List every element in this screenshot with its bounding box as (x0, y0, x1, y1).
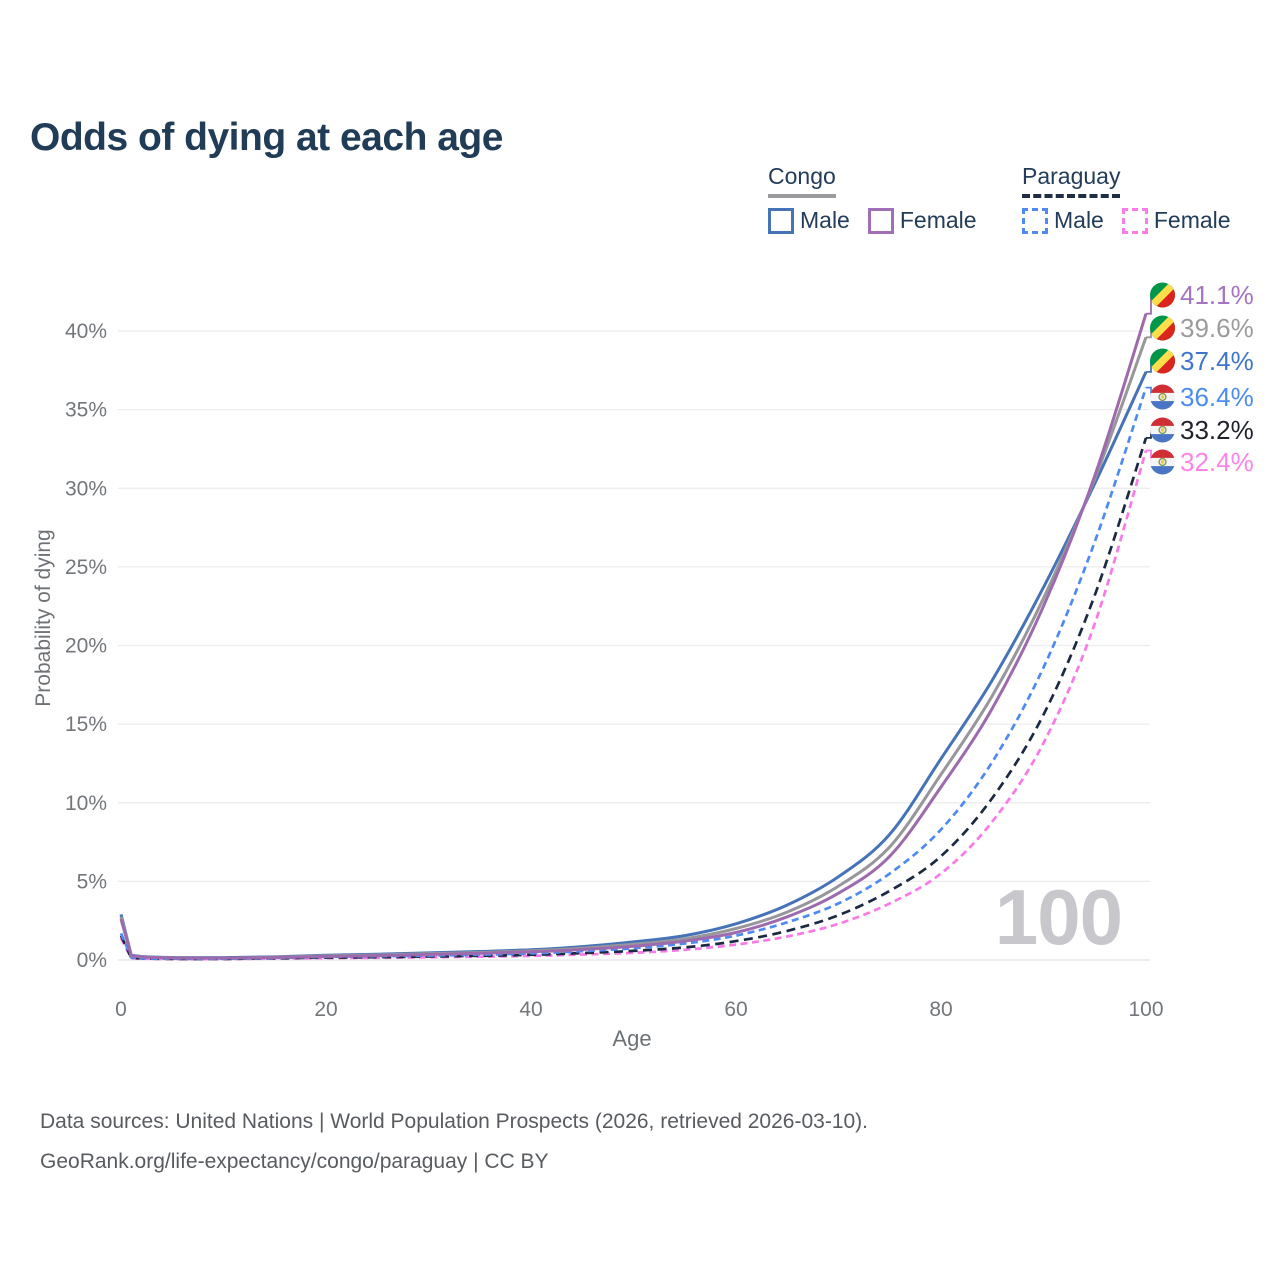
legend-group-title-congo[interactable]: Congo (768, 163, 836, 198)
endpoint-value-label-paraguay-all: 33.2% (1180, 415, 1254, 445)
series-line-paraguay-all[interactable] (119, 437, 1148, 961)
legend-item-paraguay-female[interactable]: Female (1121, 207, 1231, 234)
legend-group-paraguay: Paraguay Male Female (1022, 163, 1231, 234)
series-line-congo-female[interactable] (119, 313, 1148, 960)
endpoint-value-label-congo-male: 37.4% (1180, 346, 1254, 376)
x-tick-label-20: 20 (314, 998, 337, 1021)
x-tick-label-0: 0 (115, 998, 127, 1021)
footer-data-sources: Data sources: United Nations | World Pop… (40, 1110, 869, 1133)
congo-flag-icon (1150, 348, 1175, 374)
legend-item-congo-female[interactable]: Female (867, 207, 977, 234)
page-title: Odds of dying at each age (30, 116, 503, 160)
y-tick-label-15: 15% (65, 713, 107, 736)
legend-item-paraguay-male[interactable]: Male (1022, 207, 1104, 234)
legend-group-title-paraguay[interactable]: Paraguay (1022, 163, 1121, 198)
y-axis-title: Probability of dying (32, 529, 55, 707)
paraguay-flag-icon (1150, 384, 1175, 410)
legend-item-congo-male[interactable]: Male (768, 207, 850, 234)
congo-flag-icon (1150, 315, 1175, 341)
legend-item-label: Female (1153, 207, 1231, 233)
y-tick-label-25: 25% (65, 556, 107, 579)
endpoint-value-label-paraguay-male: 36.4% (1180, 382, 1254, 412)
endpoint-value-label-congo-female: 41.1% (1180, 280, 1254, 310)
legend-group-congo: Congo Male Female (768, 163, 977, 234)
legend-item-label: Male (1054, 207, 1104, 233)
y-tick-label-10: 10% (65, 792, 107, 815)
legend-item-label: Male (800, 207, 850, 233)
series-line-paraguay-male[interactable] (119, 387, 1148, 961)
y-tick-label-20: 20% (65, 635, 107, 658)
paraguay-flag-icon (1150, 449, 1175, 475)
y-tick-label-5: 5% (77, 870, 107, 893)
series-line-congo-all[interactable] (119, 336, 1148, 960)
y-tick-label-30: 30% (65, 477, 107, 500)
hovered-age-watermark: 100 (994, 873, 1123, 961)
legend-swatch-paraguay-male-icon (1022, 207, 1048, 234)
footer-attribution-url: GeoRank.org/life-expectancy/congo/paragu… (40, 1150, 549, 1173)
legend-swatch-paraguay-female-icon (1121, 207, 1148, 234)
endpoint-value-label-paraguay-female: 32.4% (1180, 447, 1254, 477)
legend-swatch-congo-female-icon (867, 207, 894, 234)
x-tick-label-80: 80 (929, 998, 952, 1021)
series-line-congo-male[interactable] (119, 371, 1148, 960)
y-tick-label-40: 40% (65, 320, 107, 343)
x-tick-label-60: 60 (724, 998, 747, 1021)
congo-flag-icon (1150, 282, 1175, 308)
x-tick-label-40: 40 (519, 998, 542, 1021)
x-tick-label-100: 100 (1128, 998, 1163, 1021)
legend-item-label: Female (899, 207, 977, 233)
y-tick-label-35: 35% (65, 399, 107, 422)
y-tick-label-0: 0% (77, 949, 107, 972)
endpoint-value-label-congo-all: 39.6% (1180, 313, 1254, 343)
x-axis-title: Age (612, 1026, 652, 1051)
paraguay-flag-icon (1150, 417, 1175, 443)
legend-swatch-congo-male-icon (768, 207, 794, 234)
